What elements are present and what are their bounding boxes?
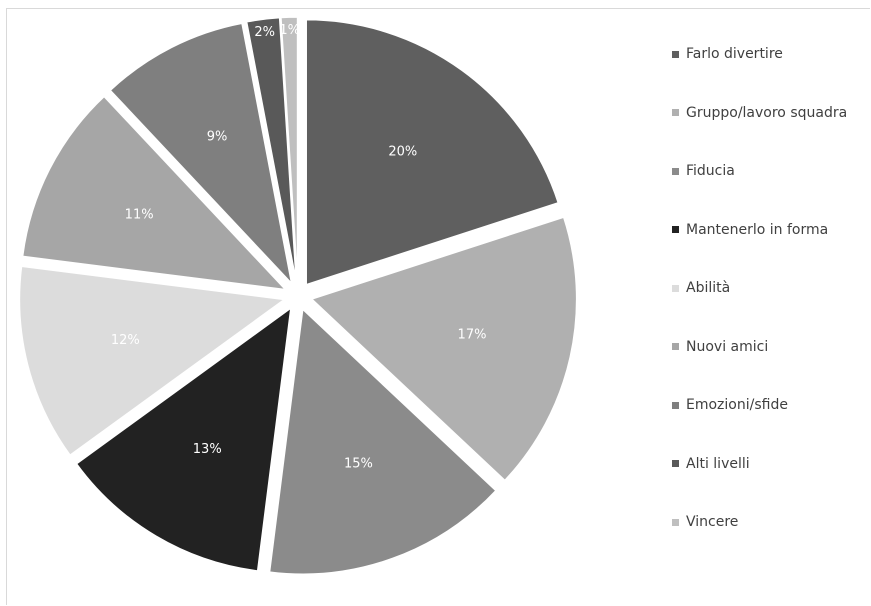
- pie-slice-farlo-divertire: [305, 18, 560, 286]
- pie-slices: [18, 16, 578, 575]
- pie-slice-nuovi-amici: [21, 95, 288, 291]
- pie-slice-mantenerlo-in-forma: [75, 306, 292, 572]
- pie-slice-alti-livelli: [245, 16, 297, 283]
- legend-swatch: [672, 284, 679, 292]
- legend-item-alti-livelli: Alti livelli: [672, 454, 750, 474]
- legend-swatch: [672, 518, 679, 526]
- legend-item-gruppo-lavoro-squadra: Gruppo/lavoro squadra: [672, 103, 847, 123]
- legend-item-abilita: Abilità: [672, 278, 730, 298]
- pie-slice-fiducia: [268, 307, 497, 575]
- legend-label: Mantenerlo in forma: [686, 221, 829, 238]
- pie-slice-emozioni-sfide: [109, 22, 293, 286]
- legend-item-fiducia: Fiducia: [672, 161, 735, 181]
- legend-swatch: [672, 109, 679, 116]
- pie-slice-vincere: [280, 16, 299, 283]
- legend-item-emozioni-sfide: Emozioni/sfide: [672, 395, 788, 415]
- data-label-fiducia: 15%: [344, 456, 373, 471]
- legend-label: Abilità: [686, 280, 731, 296]
- data-label-mantenerlo-in-forma: 13%: [193, 442, 222, 457]
- data-label-abilita: 12%: [111, 333, 140, 348]
- pie-slice-abilita: [18, 265, 287, 457]
- legend-swatch: [672, 460, 679, 467]
- legend-label: Vincere: [686, 514, 739, 530]
- legend-item-vincere: Vincere: [672, 512, 738, 532]
- legend-label: Fiducia: [686, 163, 735, 179]
- legend-swatch: [672, 50, 679, 58]
- data-label-farlo-divertire: 20%: [388, 144, 417, 159]
- data-label-nuovi-amici: 11%: [125, 208, 154, 223]
- data-label-emozioni-sfide: 9%: [207, 130, 228, 145]
- data-label-alti-livelli: 2%: [254, 25, 275, 40]
- data-label-gruppo-lavoro-squadra: 17%: [458, 327, 487, 342]
- legend-item-nuovi-amici: Nuovi amici: [672, 337, 768, 357]
- legend-swatch: [672, 226, 679, 233]
- legend-swatch: [672, 167, 679, 175]
- legend-label: Gruppo/lavoro squadra: [686, 104, 848, 121]
- legend-label: Emozioni/sfide: [686, 397, 788, 413]
- data-label-vincere: 1%: [279, 23, 300, 38]
- legend-swatch: [672, 343, 679, 350]
- pie-slice-gruppo-lavoro-squadra: [310, 216, 578, 482]
- chart-frame: [6, 8, 870, 605]
- legend-swatch: [672, 401, 679, 409]
- legend-label: Alti livelli: [686, 455, 750, 472]
- legend-label: Nuovi amici: [686, 338, 769, 355]
- legend-item-farlo-divertire: Farlo divertire: [672, 44, 783, 64]
- legend-label: Farlo divertire: [686, 46, 783, 62]
- pie-data-labels: 20% 17% 15% 13% 12% 11% 9% 2% 1%: [111, 23, 487, 471]
- legend-item-mantenerlo-in-forma: Mantenerlo in forma: [672, 220, 828, 240]
